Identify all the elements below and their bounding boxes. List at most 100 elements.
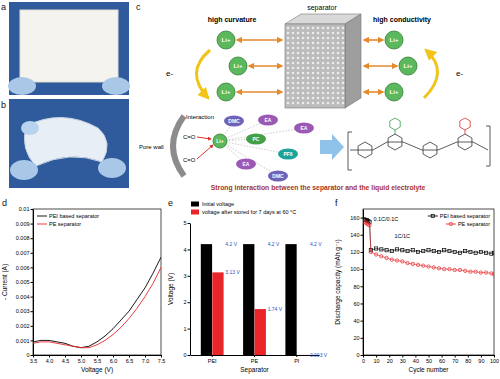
pore [312,47,315,50]
tick-mark [361,218,364,219]
pore [342,92,345,95]
pore [342,67,345,70]
pore [292,102,295,105]
tick-mark [361,269,364,270]
pore [342,97,345,100]
pore [307,42,310,45]
pore [302,62,305,65]
tick: 0.008 [16,235,33,241]
point [401,249,404,252]
pore [312,27,315,30]
tick: 70 [452,355,458,364]
data-label: 0.003 V [310,352,328,358]
ion-label: Li+ [390,37,399,43]
tick-label: 4 [183,247,186,253]
ring [423,142,437,158]
pore [337,72,340,75]
pore [332,47,335,50]
pore [317,27,320,30]
legend-swatch [191,210,199,215]
tick: 80 [465,355,471,364]
pore [317,87,320,90]
tick: 0 [183,352,190,358]
pore [312,72,315,75]
point [369,250,372,253]
pore [332,27,335,30]
legend-label: PE separator [49,221,81,227]
pore [322,92,325,95]
pore [287,72,290,75]
pore [317,37,320,40]
pore [292,52,295,55]
point [374,253,377,256]
pore [297,92,300,95]
point [380,255,383,258]
molecule-label: DMC [272,173,284,179]
ion [217,31,235,49]
tick: 60 [353,301,363,307]
pore [337,97,340,100]
glove [10,160,38,180]
bond [465,130,466,134]
pore [337,32,340,35]
tick-label: 100 [350,266,359,272]
pore [327,47,330,50]
tick: 4.0 [46,355,54,364]
point [375,247,378,250]
molecule [278,149,298,160]
pore [297,102,300,105]
pore [302,102,305,105]
pore [332,72,335,75]
pore [337,102,340,105]
pore [342,62,345,65]
pore [302,57,305,60]
point [422,249,425,252]
data-label: 4.2 V [310,241,322,247]
pore [337,37,340,40]
pore [342,72,345,75]
tick-label: 80 [353,284,359,290]
pore [307,77,310,80]
pore [322,87,325,90]
point [390,258,393,261]
interaction-label: Interaction [186,114,214,120]
panel-label: b [1,100,6,110]
pore [292,67,295,70]
series-line [364,219,494,253]
legend-item: PE separator [446,221,490,227]
tick-mark [188,276,191,277]
point [469,250,472,253]
pore [322,52,325,55]
panel-label: f [335,198,338,208]
pore [332,87,335,90]
chart: 012345PEIPEPISeparatorVoltage (V)4.2 V4.… [167,201,328,374]
pore [287,47,290,50]
tick: 2 [183,299,190,305]
pore [302,92,305,95]
pore [287,67,290,70]
separator-sheet [20,10,118,82]
tick-mark [31,209,34,210]
tick-label: 10 [374,358,380,364]
pore [317,92,320,95]
tick-label: 80 [465,358,471,364]
tick-mark [361,303,364,304]
pore [292,87,295,90]
pore [317,77,320,80]
glove [8,77,36,95]
legend-item: PEI based separator [37,213,99,219]
bar [285,244,296,355]
bracket [348,132,352,170]
tick-label: 70 [452,358,458,364]
pore [297,37,300,40]
pore [292,37,295,40]
legend-label: PEI based separator [440,213,490,219]
tick: 0.007 [16,250,33,256]
pore [342,32,345,35]
point [416,250,419,253]
point [484,271,487,274]
pore [312,62,315,65]
tick: 0.005 [16,279,33,285]
legend: PEI based separator PE separator [428,213,490,227]
pore [292,97,295,100]
